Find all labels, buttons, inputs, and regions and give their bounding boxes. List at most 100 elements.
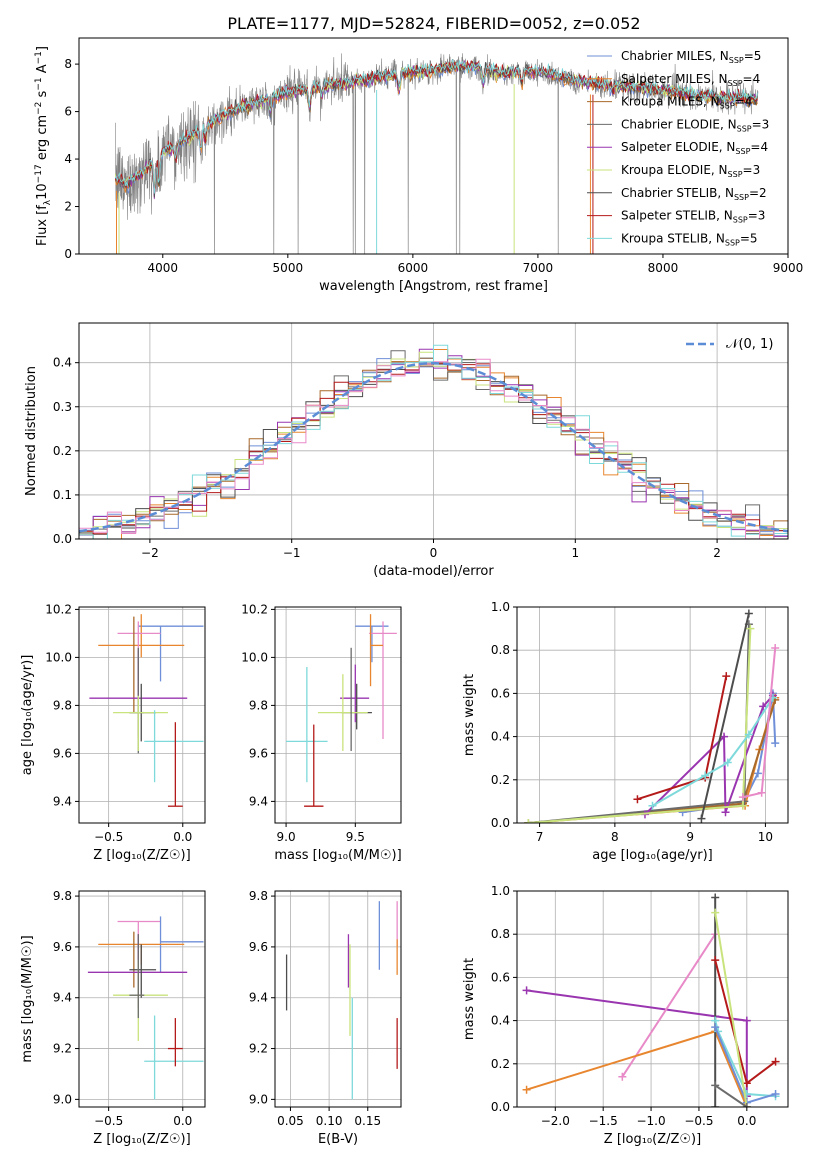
weight-marker <box>522 1085 531 1094</box>
weight-line <box>714 1084 748 1107</box>
weight-line <box>714 912 748 1107</box>
x-tick-label: −1.5 <box>589 1114 618 1128</box>
y-axis-label: Normed distribution <box>24 366 39 496</box>
x-tick-label: 9.5 <box>346 830 365 844</box>
x-tick-label: 0 <box>430 546 438 560</box>
x-tick-label: 0.0 <box>737 1114 756 1128</box>
y-tick-label: 9.8 <box>249 698 268 712</box>
y-label-part: erg cm <box>35 115 50 164</box>
legend-name: Salpeter ELODIE, N <box>621 140 735 154</box>
weight-marker <box>746 624 755 633</box>
x-axis-label: (data-model)/error <box>373 564 494 579</box>
y-tick-label: 0.1 <box>53 488 72 502</box>
weight-line <box>714 1020 776 1098</box>
x-tick-label: 0.15 <box>354 1114 381 1128</box>
axes-weight_vs_age: 7 8 9 10 0.0 0.2 0.4 0.6 0.8 1.0 age [log₁₀(age/yr… <box>462 600 789 863</box>
legend-entry: Salpeter ELODIE, NSSP=4 <box>621 140 768 156</box>
weight-marker <box>711 1081 720 1090</box>
legend-value: =4 <box>743 72 761 86</box>
x-tick-label: −1.0 <box>636 1114 665 1128</box>
weight-marker <box>771 1090 780 1099</box>
weight-marker <box>759 702 768 711</box>
y-tick-label: 2 <box>64 200 72 214</box>
x-tick-label: 0.10 <box>316 1114 343 1128</box>
y-tick-label: 8 <box>64 57 72 71</box>
weight-line <box>528 628 752 823</box>
weight-marker <box>738 801 747 810</box>
legend-value: =5 <box>740 231 758 245</box>
y-tick-label: 1.0 <box>491 884 510 898</box>
y-tick-label: 0.0 <box>491 816 510 830</box>
x-tick-label: −0.5 <box>684 1114 713 1128</box>
y-tick-label: 6 <box>64 105 72 119</box>
x-axis-label: Z [log₁₀(Z/Z☉)] <box>604 1132 701 1147</box>
axes-frame <box>78 606 206 824</box>
plot-area <box>114 53 759 254</box>
y-tick-label: 10.0 <box>45 650 72 664</box>
y-tick-label: 0.4 <box>53 356 72 370</box>
y-tick-label: 0.0 <box>491 1100 510 1114</box>
y-axis-label: mass weight <box>462 674 477 756</box>
x-tick-label: 8 <box>611 830 619 844</box>
axes-age_vs_Z: −0.5 0.0 9.4 9.6 9.8 10.0 10.2 Z [log₁₀(Z/Z☉)] a… <box>20 602 206 863</box>
legend-name: Chabrier MILES, N <box>621 49 729 63</box>
x-axis-label: Z [log₁₀(Z/Z☉)] <box>93 848 190 863</box>
weight-marker <box>744 609 753 618</box>
x-axis-label: Z [log₁₀(Z/Z☉)] <box>93 1132 190 1147</box>
y-tick-label: 0.6 <box>491 970 510 984</box>
legend-sub: SSP <box>733 216 748 225</box>
y-tick-label: 9.8 <box>53 698 72 712</box>
y-tick-label: 0.0 <box>53 532 72 546</box>
y-tick-label: 10.2 <box>45 602 72 616</box>
y-label-part: A <box>35 64 50 77</box>
y-tick-label: 9.4 <box>53 991 72 1005</box>
weight-marker <box>648 801 657 810</box>
weight-marker <box>744 730 753 739</box>
x-axis-label: mass [log₁₀(M/M☉)] <box>274 848 401 863</box>
weight-marker <box>723 758 732 767</box>
weight-marker <box>771 644 780 653</box>
y-tick-label: 10.0 <box>241 650 268 664</box>
legend-entry: Kroupa ELODIE, NSSP=3 <box>621 163 760 179</box>
weight-line <box>526 1030 748 1107</box>
y-tick-label: 9.6 <box>249 746 268 760</box>
axes-frame <box>78 37 789 255</box>
weight-marker <box>742 1103 751 1107</box>
y-label-part: −17 <box>34 164 44 183</box>
x-tick-label: 6000 <box>398 261 429 275</box>
y-label-part: 10 <box>35 183 50 200</box>
axes-frame <box>516 606 789 824</box>
x-tick-label: −1 <box>283 546 301 560</box>
plot-area <box>87 916 204 1100</box>
weight-marker <box>711 908 720 917</box>
axes-frame <box>274 606 402 824</box>
y-tick-label: 9.6 <box>53 940 72 954</box>
x-tick-label: 7000 <box>523 261 554 275</box>
y-label-part: −2 <box>34 102 44 115</box>
legend-value: =3 <box>743 163 761 177</box>
weight-marker <box>711 1103 720 1107</box>
weight-marker <box>721 808 730 817</box>
y-tick-label: 0.3 <box>53 400 72 414</box>
model-line-kroupa-stelib <box>115 59 758 194</box>
y-label-part: λ <box>43 199 53 205</box>
y-tick-label: 0.2 <box>491 1057 510 1071</box>
x-tick-label: 2 <box>713 546 721 560</box>
legend-name: Kroupa MILES, N <box>621 95 720 109</box>
legend-name: Chabrier STELIB, N <box>621 186 734 200</box>
y-tick-label: 1.0 <box>491 600 510 614</box>
weight-marker <box>742 1079 751 1088</box>
axes-frame <box>274 890 402 1108</box>
weight-marker <box>697 814 706 823</box>
x-tick-label: −2 <box>141 546 159 560</box>
weight-marker <box>711 893 720 902</box>
y-tick-label: 10.2 <box>241 602 268 616</box>
plot-area <box>286 614 397 807</box>
model-line-salpeter-stelib <box>114 59 758 191</box>
weight-marker <box>771 1057 780 1066</box>
y-axis-label: age [log₁₀(age/yr)] <box>20 655 35 776</box>
plot-area <box>522 893 780 1107</box>
plot-area <box>285 901 398 1100</box>
legend-sub: SSP <box>729 56 744 65</box>
y-tick-label: 0 <box>64 247 72 261</box>
